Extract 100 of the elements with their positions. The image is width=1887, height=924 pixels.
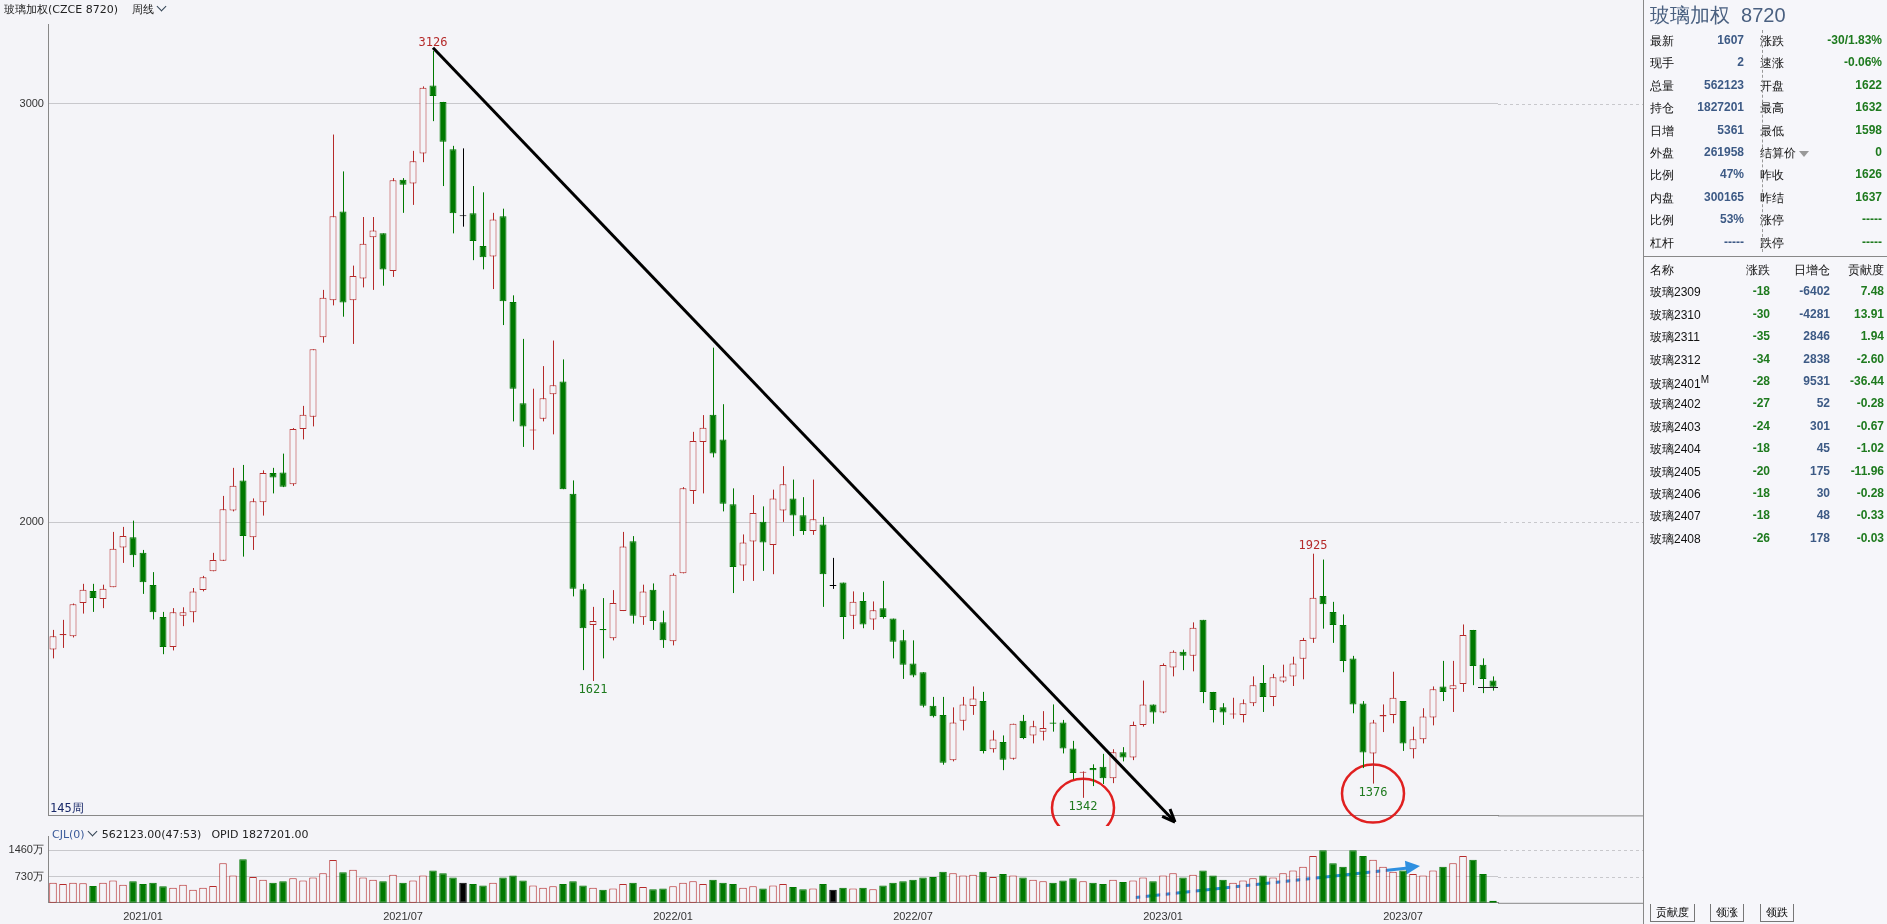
text: 涨跌: [1760, 33, 1784, 50]
x-tick-label: 2022/07: [893, 910, 933, 923]
text: 2: [1737, 55, 1744, 70]
text: 300165: [1703, 189, 1744, 204]
text: 玻璃2309: [1650, 284, 1701, 302]
text: 1.94: [1860, 329, 1884, 344]
text: 1626: [1855, 167, 1882, 182]
text: 贡献度: [1848, 262, 1884, 279]
text: 领涨: [1710, 904, 1744, 922]
x-tick-label: 2021/01: [123, 910, 163, 923]
text: 贡献度: [1650, 904, 1695, 922]
text: -27: [1752, 396, 1770, 411]
text: 7.48: [1860, 284, 1884, 299]
text: 玻璃2406: [1650, 486, 1701, 503]
text: 领跌: [1760, 904, 1794, 922]
text: 2846: [1803, 329, 1830, 344]
text: 1827201: [1697, 100, 1744, 115]
text: -18: [1752, 508, 1770, 523]
text: -18: [1752, 441, 1770, 456]
text: -11.96: [1850, 463, 1884, 478]
y-tick-label: 2000: [19, 515, 44, 528]
text: 涨跌: [1746, 262, 1770, 279]
annotation: 1342: [1068, 798, 1098, 813]
annotation: 145周: [50, 800, 84, 815]
text: 比例: [1650, 167, 1674, 185]
text: 杠杆: [1650, 234, 1674, 252]
text: 玻璃2310: [1650, 306, 1701, 324]
text: 玻璃2401$^{M}$: [1650, 374, 1710, 393]
text: 2838: [1803, 351, 1830, 366]
text: -0.28: [1856, 486, 1884, 500]
annotation: 1925: [1298, 537, 1328, 552]
text: -26: [1752, 530, 1770, 545]
text: 涨停: [1760, 212, 1784, 230]
text: 玻璃2403: [1650, 418, 1701, 436]
y-tick-label: 3000: [19, 96, 44, 109]
text: 5361: [1717, 122, 1744, 137]
annotation: 562123.00(47:53): [101, 828, 202, 841]
text: 1598: [1855, 122, 1882, 137]
text: 比例: [1650, 212, 1674, 230]
y-tick-label: 730万: [14, 869, 44, 882]
text: -----: [1862, 212, 1882, 227]
text: 日增仓: [1794, 262, 1830, 279]
text: -0.28: [1856, 396, 1884, 411]
text: -----: [1724, 234, 1744, 249]
text: 总量: [1650, 77, 1674, 95]
text: 1607: [1717, 33, 1744, 47]
x-tick-label: 2021/07: [383, 910, 423, 923]
text: 现手: [1650, 55, 1674, 73]
text: 562123: [1703, 77, 1744, 92]
text: 玻璃2402: [1650, 396, 1701, 414]
text: 昨结: [1760, 189, 1784, 207]
text: 175: [1809, 463, 1830, 478]
text: 1637: [1855, 189, 1882, 204]
text: -18: [1752, 486, 1770, 500]
text: -35: [1752, 329, 1770, 344]
text: 日增: [1650, 122, 1674, 140]
text: -0.33: [1856, 508, 1884, 523]
text: 玻璃2404: [1650, 441, 1701, 459]
text: -28: [1752, 374, 1770, 388]
text: 53%: [1719, 212, 1744, 227]
text: 9531: [1803, 374, 1830, 388]
text: 47%: [1719, 167, 1744, 182]
text: -30/1.83%: [1827, 33, 1882, 47]
text: 52: [1816, 396, 1830, 411]
annotation: 3126: [418, 34, 448, 49]
text: 1632: [1855, 100, 1882, 115]
text: 内盘: [1650, 189, 1674, 207]
text: -1.02: [1856, 441, 1884, 456]
text: 玻璃加权 8720: [1650, 3, 1786, 28]
chart-title: 玻璃加权(CZCE 8720): [4, 3, 118, 16]
text: 1622: [1855, 77, 1882, 92]
text: -24: [1752, 418, 1770, 433]
text: 最新: [1650, 33, 1674, 50]
chart-subtitle: 周线: [131, 3, 154, 16]
text: -18: [1752, 284, 1770, 299]
x-tick-label: 2022/01: [653, 910, 693, 923]
annotation: OPID 1827201.00: [211, 828, 309, 841]
text: 持仓: [1650, 100, 1674, 118]
text: -4281: [1799, 306, 1830, 321]
x-tick-label: 2023/07: [1383, 910, 1423, 923]
text: 外盘: [1650, 145, 1674, 162]
text: 玻璃2408: [1650, 530, 1701, 548]
text: 玻璃2405: [1650, 463, 1701, 481]
text: -2.60: [1856, 351, 1884, 366]
text: 48: [1816, 508, 1830, 523]
text: 昨收: [1760, 167, 1784, 185]
text: 0: [1875, 145, 1882, 159]
text: -----: [1862, 234, 1882, 249]
text: -0.06%: [1843, 55, 1882, 70]
text: -36.44: [1849, 374, 1884, 388]
text: -20: [1752, 463, 1770, 478]
text: -0.03: [1856, 530, 1884, 545]
annotation: CJL(0): [52, 828, 85, 841]
text: -0.67: [1856, 418, 1884, 433]
text: -6402: [1799, 284, 1830, 299]
text: 45: [1816, 441, 1830, 456]
text: -30: [1752, 306, 1770, 321]
text: 13.91: [1853, 306, 1884, 321]
text: 玻璃2407: [1650, 508, 1701, 526]
text: -34: [1752, 351, 1770, 366]
